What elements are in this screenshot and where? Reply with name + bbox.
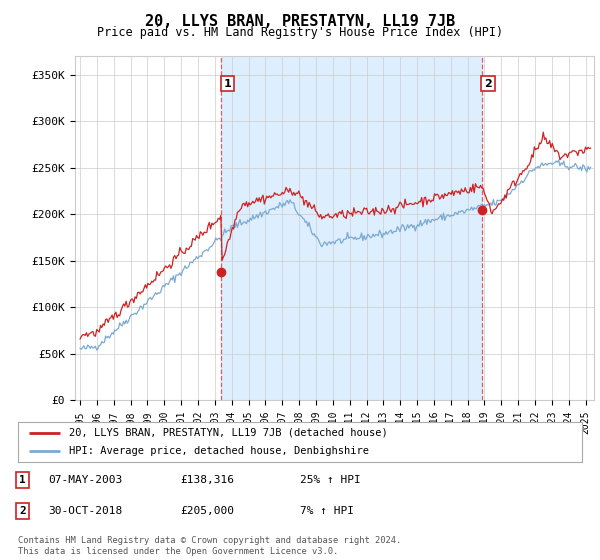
Text: 20, LLYS BRAN, PRESTATYN, LL19 7JB (detached house): 20, LLYS BRAN, PRESTATYN, LL19 7JB (deta… [69, 428, 388, 437]
Text: £138,316: £138,316 [180, 475, 234, 485]
Text: 7% ↑ HPI: 7% ↑ HPI [300, 506, 354, 516]
Text: Contains HM Land Registry data © Crown copyright and database right 2024.
This d: Contains HM Land Registry data © Crown c… [18, 536, 401, 556]
Bar [221, 56, 482, 400]
Text: 1: 1 [19, 475, 26, 485]
Text: £205,000: £205,000 [180, 506, 234, 516]
Text: 25% ↑ HPI: 25% ↑ HPI [300, 475, 361, 485]
Text: HPI: Average price, detached house, Denbighshire: HPI: Average price, detached house, Denb… [69, 446, 369, 456]
Text: 07-MAY-2003: 07-MAY-2003 [48, 475, 122, 485]
Text: 2: 2 [484, 78, 492, 88]
Text: 2: 2 [19, 506, 26, 516]
Text: 20, LLYS BRAN, PRESTATYN, LL19 7JB: 20, LLYS BRAN, PRESTATYN, LL19 7JB [145, 14, 455, 29]
Text: 30-OCT-2018: 30-OCT-2018 [48, 506, 122, 516]
Text: Price paid vs. HM Land Registry's House Price Index (HPI): Price paid vs. HM Land Registry's House … [97, 26, 503, 39]
Text: 1: 1 [223, 78, 231, 88]
